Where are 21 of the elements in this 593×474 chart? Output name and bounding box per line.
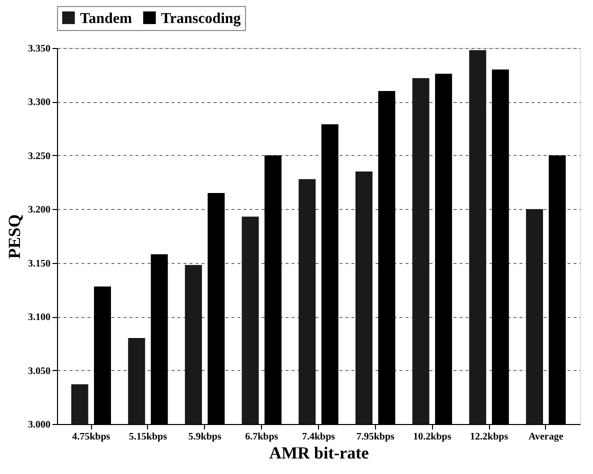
y-tick-label: 3.150 bbox=[28, 258, 50, 270]
y-tick-label: 3.200 bbox=[28, 204, 50, 216]
y-tick-label: 3.300 bbox=[28, 97, 50, 108]
x-tick-label: 5.15kbps bbox=[128, 432, 168, 442]
x-axis-title: AMR bit-rate bbox=[269, 444, 370, 462]
x-tick-label: Average bbox=[528, 432, 564, 442]
x-tick-label: 12.2kbps bbox=[470, 432, 508, 442]
y-tick-label: 3.050 bbox=[28, 366, 50, 377]
x-tick-label: 7.95kbps bbox=[356, 432, 394, 442]
x-tick-label: 7.4kbps bbox=[302, 432, 336, 442]
y-tick-label: 3.350 bbox=[28, 44, 50, 54]
x-tick-label: 5.9kbps bbox=[188, 432, 222, 442]
x-tick-label: 10.2kbps bbox=[413, 432, 452, 442]
y-tick-label: 3.100 bbox=[28, 312, 50, 324]
legend-label: Transcoding bbox=[161, 10, 242, 27]
x-tick-label: 4.75kbps bbox=[72, 432, 110, 442]
y-tick-label: 3.000 bbox=[28, 420, 50, 430]
y-axis-title: PESQ bbox=[5, 214, 24, 259]
legend-label: Tandem bbox=[80, 10, 132, 27]
x-tick-label: 6.7kbps bbox=[245, 432, 278, 442]
y-tick-label: 3.250 bbox=[28, 150, 50, 162]
